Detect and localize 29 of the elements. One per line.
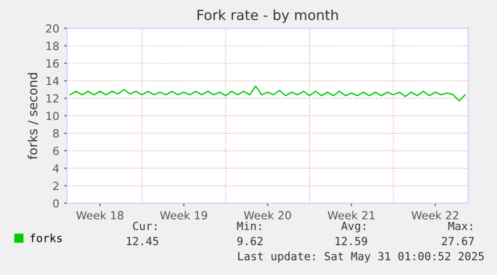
- chart-title: Fork rate - by month: [198, 9, 338, 23]
- line-series: [69, 85, 466, 102]
- text: 27.67: [442, 236, 474, 246]
- y-tick-label: 0: [53, 199, 59, 208]
- x-tick-label: Week 21: [328, 210, 374, 220]
- y-tick-label: 12: [46, 94, 58, 103]
- x-tick-label: Week 22: [412, 210, 458, 220]
- y-tick-label: 14: [46, 76, 59, 86]
- text: 9.62: [237, 236, 262, 246]
- text: Cur:: [133, 222, 156, 230]
- y-tick-label: 2: [53, 182, 58, 190]
- y-tick-label: 20: [46, 24, 59, 33]
- text: Avg:: [341, 222, 366, 232]
- text: Last update: Sat May 31 01:00:52 2025: [238, 252, 484, 263]
- y-tick-label: 18: [46, 42, 59, 50]
- text: Min:: [237, 222, 261, 230]
- x-tick-label: Week 20: [244, 210, 291, 220]
- y-tick-label: 16: [46, 59, 59, 68]
- x-tick-label: Week 19: [160, 210, 208, 220]
- text: 12.45: [126, 236, 158, 246]
- legend-label: forks: [30, 234, 62, 242]
- x-tick-label: Week 18: [76, 210, 124, 220]
- text: Max:: [448, 222, 472, 230]
- y-tick-label: 6: [53, 146, 59, 156]
- text: 12.59: [336, 236, 368, 246]
- y-tick-label: 10: [46, 112, 59, 120]
- y-axis-title: forks / second: [28, 73, 38, 160]
- y-tick-label: 4: [52, 164, 59, 172]
- y-tick-label: 8: [53, 129, 59, 138]
